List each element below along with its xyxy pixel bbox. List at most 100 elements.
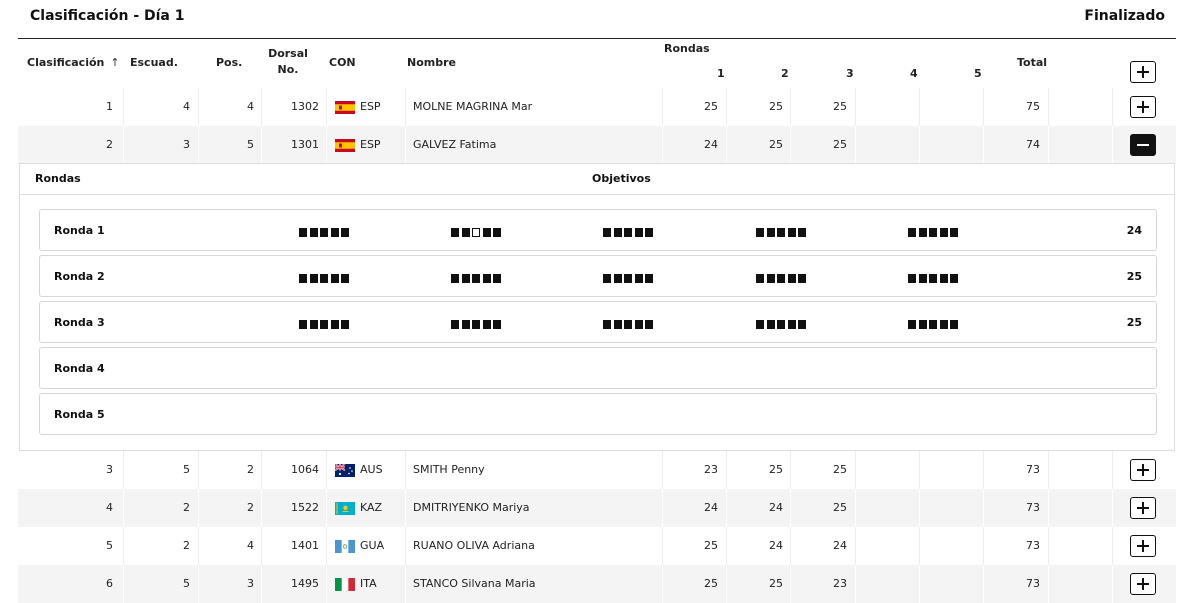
target-hit <box>645 274 653 283</box>
target-hit <box>787 228 796 237</box>
target-hit <box>787 274 796 283</box>
flag-gt-icon <box>335 540 355 553</box>
expand-row-button[interactable] <box>1130 459 1156 481</box>
cell-divider <box>1112 489 1113 527</box>
detail-col-rondas: Rondas <box>35 172 81 185</box>
cell-r2: 24 <box>769 539 783 552</box>
cell-divider <box>405 565 406 603</box>
cell-divider <box>198 88 199 126</box>
cell-name: DMITRIYENKO Mariya <box>413 501 530 514</box>
target-hit <box>766 274 775 283</box>
collapse-row-button[interactable] <box>1130 134 1156 156</box>
cell-divider <box>1112 451 1113 489</box>
target-hit <box>645 228 653 237</box>
flag-au-icon <box>335 464 355 477</box>
cell-divider <box>405 126 406 164</box>
cell-name: GALVEZ Fatima <box>413 138 497 151</box>
cell-divider <box>790 489 791 527</box>
cell-con: KAZ <box>360 501 383 514</box>
cell-divider <box>726 126 727 164</box>
cell-divider <box>790 451 791 489</box>
cell-r2: 25 <box>769 100 783 113</box>
cell-divider <box>983 565 984 603</box>
target-group <box>299 222 352 237</box>
header-round-1: 1 <box>717 67 725 80</box>
target-hit <box>461 274 470 283</box>
target-group <box>756 268 809 283</box>
cell-divider <box>919 565 920 603</box>
target-hit <box>798 228 806 237</box>
cell-divider <box>261 126 262 164</box>
target-hit <box>299 320 307 329</box>
cell-divider <box>855 565 856 603</box>
header-dorsal: Dorsal No. <box>268 47 308 76</box>
header-clasificacion[interactable]: Clasificación ↑ <box>27 56 120 69</box>
cell-r2: 24 <box>769 501 783 514</box>
flag-es-icon <box>335 101 355 114</box>
cell-divider <box>1048 489 1049 527</box>
target-hit <box>472 274 480 283</box>
round-detail-panel: Rondas Objetivos Ronda 1 24 Ronda 2 25 Ronda… <box>19 163 1175 451</box>
cell-r5 <box>915 88 975 126</box>
cell-r1: 25 <box>704 100 718 113</box>
cell-con: ITA <box>360 577 377 590</box>
cell-r4 <box>851 489 911 527</box>
target-hit <box>939 320 948 329</box>
target-hit <box>341 274 349 283</box>
table-row: 4 2 2 1522 24 24 25 73 KAZ DMITRIYENKO Mariya <box>18 489 1176 527</box>
cell-name: MOLNE MAGRINA Mar <box>413 100 533 113</box>
target-group <box>908 314 961 329</box>
table-row: 5 2 4 1401 25 24 24 73 GUA RUANO OLIVA Adriana <box>18 527 1176 565</box>
target-hit <box>451 320 459 329</box>
target-hit <box>493 320 501 329</box>
target-group <box>908 268 961 283</box>
round-card: Ronda 4 <box>39 347 1157 389</box>
cell-divider <box>1048 565 1049 603</box>
cell-divider <box>726 489 727 527</box>
round-label: Ronda 5 <box>54 408 105 421</box>
target-group <box>603 268 656 283</box>
target-hit <box>929 320 937 329</box>
cell-divider <box>662 565 663 603</box>
cell-r3: 24 <box>833 539 847 552</box>
cell-divider <box>662 451 663 489</box>
cell-r3: 25 <box>833 501 847 514</box>
expand-row-button[interactable] <box>1130 535 1156 557</box>
target-hit <box>320 228 328 237</box>
expand-row-button[interactable] <box>1130 96 1156 118</box>
target-hit <box>798 320 806 329</box>
target-group <box>603 314 656 329</box>
cell-divider <box>1048 527 1049 565</box>
cell-divider <box>1048 88 1049 126</box>
cell-divider <box>726 451 727 489</box>
target-hit <box>341 320 349 329</box>
cell-divider <box>1112 126 1113 164</box>
expand-row-button[interactable] <box>1130 573 1156 595</box>
cell-r4 <box>851 451 911 489</box>
target-hit <box>330 274 339 283</box>
target-hit <box>330 320 339 329</box>
target-hit <box>320 274 328 283</box>
cell-divider <box>123 565 124 603</box>
cell-divider <box>983 527 984 565</box>
cell-total: 73 <box>1026 463 1040 476</box>
target-hit <box>939 228 948 237</box>
cell-divider <box>983 88 984 126</box>
cell-divider <box>261 489 262 527</box>
expand-all-button[interactable] <box>1130 61 1156 83</box>
header-rondas: Rondas <box>664 42 710 55</box>
cell-r5 <box>915 451 975 489</box>
arrow-up-icon: ↑ <box>110 56 120 69</box>
cell-divider <box>983 126 984 164</box>
cell-divider <box>405 489 406 527</box>
flag-it-icon <box>335 578 355 591</box>
cell-divider <box>919 88 920 126</box>
cell-total: 73 <box>1026 577 1040 590</box>
cell-divider <box>919 489 920 527</box>
cell-rank: 5 <box>106 539 113 552</box>
expand-row-button[interactable] <box>1130 497 1156 519</box>
cell-divider <box>726 88 727 126</box>
target-hit <box>777 320 785 329</box>
round-card: Ronda 3 25 <box>39 301 1157 343</box>
target-hit <box>766 228 775 237</box>
